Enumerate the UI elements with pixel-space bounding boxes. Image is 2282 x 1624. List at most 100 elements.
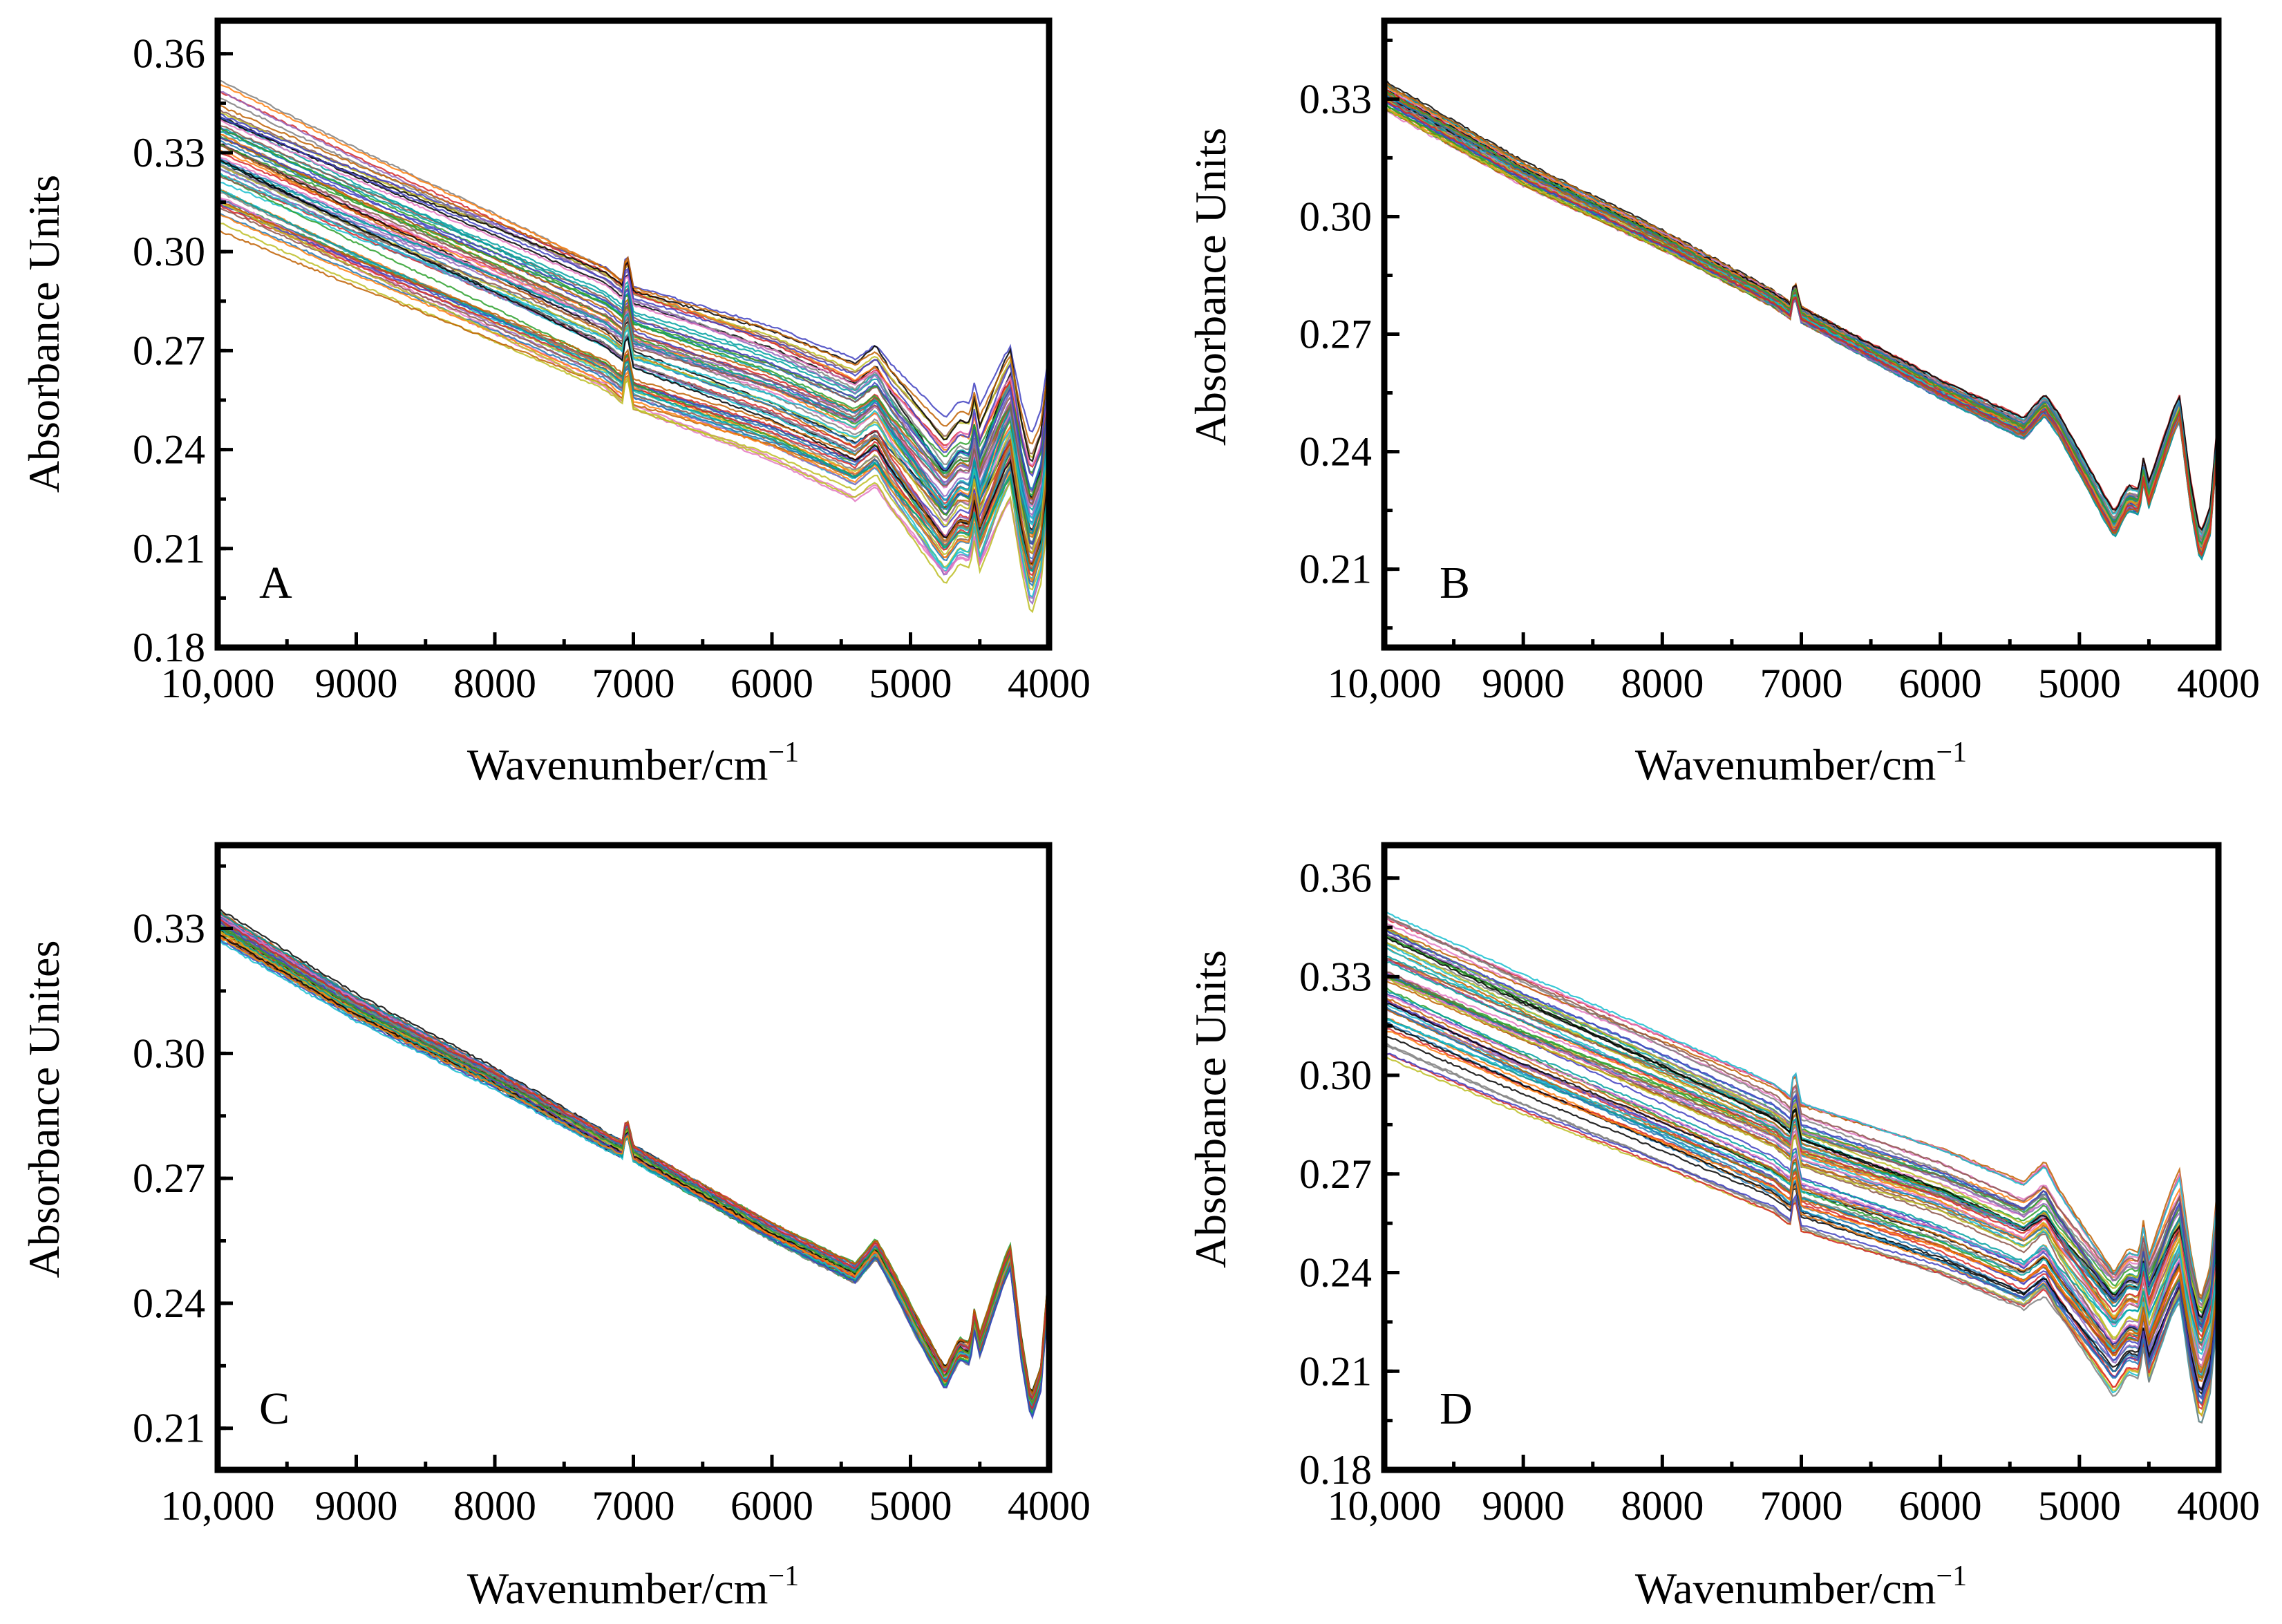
panel-c-xlabel-sup: −1 [768,1560,799,1592]
panel-a-ytick-label: 0.30 [133,229,205,274]
panel-a-spectrum-66 [218,171,1049,527]
panel-b-ticks: 10,000 9000 8000 7000 6000 5000 4000 0.21 0.24 0.… [1299,38,2260,706]
panel-a-spectrum-9 [218,111,1049,460]
panel-a-xlabel: Wavenumber/cm−1 [467,737,799,789]
panel-b-ytick-label: 0.27 [1299,312,1372,357]
panel-c-xtick-label: 7000 [592,1483,675,1529]
panel-d-xtick-label: 5000 [2038,1483,2121,1529]
panel-c-ticks: 10,000 9000 8000 7000 6000 5000 4000 0.21 0.24 0.… [133,864,1091,1529]
panel-a-spectrum-53 [218,117,1049,462]
panel-c-xtick-label: 8000 [453,1483,536,1529]
panel-a-spectrum-58 [218,214,1049,582]
panel-a-ytick-label: 0.33 [133,130,205,176]
panel-d-spectrum-50 [1384,1043,2218,1424]
panel-d-spectrum-69 [1384,995,2218,1372]
panel-d-xtick-label: 9000 [1482,1483,1565,1529]
panel-c-xtick-label: 5000 [869,1483,952,1529]
panel-b-ytick-label: 0.24 [1299,429,1372,475]
panel-a-spectrum-65 [218,200,1049,614]
panel-c-spectra [218,906,1049,1420]
panel-b-xtick-label: 4000 [2177,661,2260,706]
panel-d-ytick-label: 0.24 [1299,1250,1372,1296]
panel-a-ylabel: Absorbance Units [19,175,68,493]
panel-a-xlabel-main: Wavenumber/cm [467,740,768,789]
panel-d-spectrum-13 [1384,927,2218,1298]
panel-c-spectrum-59 [218,924,1049,1405]
panel-c-xtick-label: 6000 [730,1483,813,1529]
panel-d-spectrum-65 [1384,927,2218,1312]
panel-d-label: D [1440,1384,1473,1434]
panel-d-spectrum-58 [1384,1028,2218,1370]
panel-a: 10,000 9000 8000 7000 6000 5000 4000 0.18 0.21 0.… [19,17,1091,789]
panel-d-xlabel-sup: −1 [1936,1560,1967,1592]
panel-d-spectrum-32 [1384,1052,2218,1410]
panel-a-spectrum-63 [218,117,1049,466]
panel-d-ylabel: Absorbance Units [1186,950,1235,1268]
panel-d-ytick-label: 0.21 [1299,1348,1372,1394]
panel-d-xtick-label: 6000 [1899,1483,1982,1529]
panel-d-spectrum-16 [1384,1017,2218,1417]
panel-d-spectrum-68 [1384,959,2218,1333]
panel-c-ytick-label: 0.24 [133,1281,205,1326]
panel-b-spectra [1384,79,2218,561]
panel-c-xtick-label: 9000 [315,1483,398,1529]
panel-c-ytick-label: 0.33 [133,906,205,952]
panel-a-spectrum-69 [218,199,1049,567]
panel-d-xlabel-main: Wavenumber/cm [1635,1564,1936,1613]
panel-a-ytick-label: 0.24 [133,427,205,473]
panel-b-label: B [1440,558,1470,608]
panel-d-ytick-label: 0.33 [1299,954,1372,999]
panel-d-spectrum-67 [1384,936,2218,1319]
panel-c-ytick-label: 0.21 [133,1406,205,1451]
panel-d-spectrum-70 [1384,929,2218,1329]
panel-b-xtick-label: 5000 [2038,661,2121,706]
panel-d-ytick-label: 0.27 [1299,1151,1372,1197]
panel-d: 10,000 9000 8000 7000 6000 5000 4000 0.18 0.21 0.… [1186,842,2260,1613]
panel-a-xtick-label: 10,000 [161,661,275,706]
panel-d-xlabel: Wavenumber/cm−1 [1635,1560,1967,1613]
panel-a-spectrum-11 [218,141,1049,531]
panel-a-ticks: 10,000 9000 8000 7000 6000 5000 4000 0.18 0.21 0.… [133,31,1091,706]
panel-c-xtick-label: 10,000 [161,1483,275,1529]
panel-c-ylabel: Absorbance Unites [19,941,68,1278]
panel-c-xtick-label: 4000 [1008,1483,1091,1529]
panel-d-ytick-label: 0.18 [1299,1447,1372,1493]
panel-a-spectrum-27 [218,135,1049,500]
panel-b-xtick-label: 8000 [1621,661,1704,706]
panel-c-label: C [259,1384,290,1434]
panel-a-spectrum-54 [218,160,1049,535]
panel-d-ticks: 10,000 9000 8000 7000 6000 5000 4000 0.18 0.21 0.… [1299,856,2260,1529]
panel-d-spectrum-47 [1384,932,2218,1302]
panel-b-xtick-label: 10,000 [1328,661,1442,706]
panel-a-ytick-label: 0.18 [133,625,205,670]
panel-a-xtick-label: 5000 [869,661,952,706]
panel-b-spectrum-59 [1384,89,2218,545]
panel-d-spectra [1384,910,2218,1424]
panel-a-xtick-label: 9000 [315,661,398,706]
panel-d-spectrum-62 [1384,914,2218,1300]
panel-a-label: A [259,558,292,608]
panel-d-ytick-label: 0.36 [1299,856,1372,901]
panel-b-ytick-label: 0.30 [1299,193,1372,239]
panel-c-ytick-label: 0.30 [133,1030,205,1076]
panel-b-ytick-label: 0.33 [1299,76,1372,122]
panel-d-spectrum-55 [1384,1007,2218,1379]
panel-d-spectrum-35 [1384,916,2218,1307]
panel-b-xlabel-sup: −1 [1936,737,1967,768]
panel-d-spectrum-54 [1384,989,2218,1344]
panel-d-spectrum-64 [1384,915,2218,1307]
panel-b-spectrum-60 [1384,99,2218,556]
panel-a-spectrum-46 [218,89,1049,469]
panel-d-spectrum-11 [1384,1034,2218,1395]
panel-c-xlabel-main: Wavenumber/cm [467,1564,768,1613]
panel-a-xtick-label: 4000 [1008,661,1091,706]
panel-c: 10,000 9000 8000 7000 6000 5000 4000 0.21 0.24 0.… [19,842,1091,1613]
panel-a-xlabel-sup: −1 [768,737,799,768]
panel-d-xtick-label: 4000 [2177,1483,2260,1529]
panel-a-spectrum-67 [218,157,1049,565]
panel-a-spectrum-68 [218,188,1049,573]
panel-a-spectrum-55 [218,104,1049,445]
panel-b-xtick-label: 9000 [1482,661,1565,706]
panel-b-ylabel: Absorbance Units [1186,128,1235,446]
panel-d-spectrum-63 [1384,993,2218,1367]
